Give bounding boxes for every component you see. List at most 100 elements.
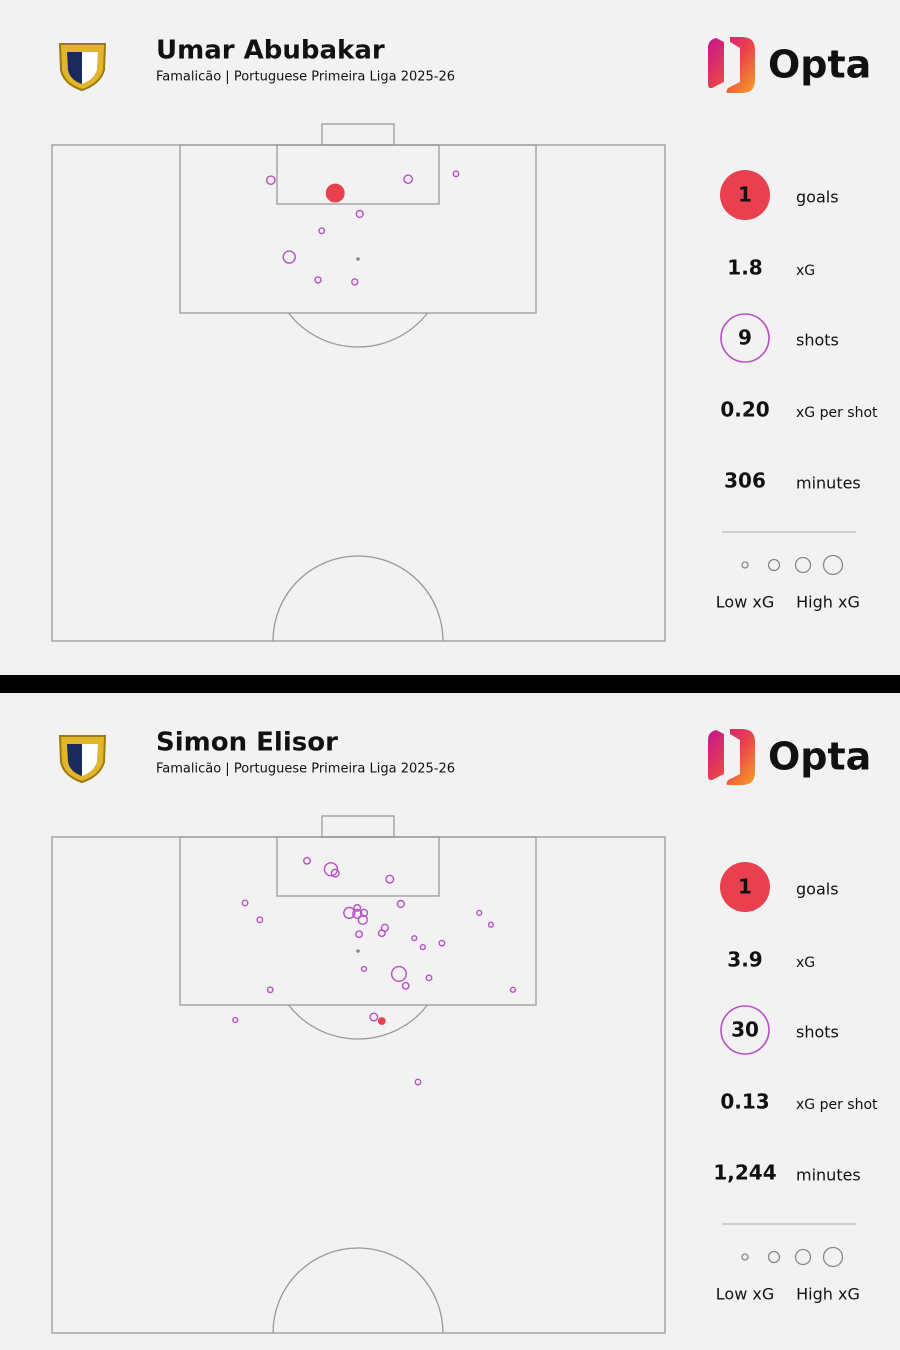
- shot: [266, 986, 274, 994]
- stat-label: xG per shot: [796, 405, 878, 421]
- stat-label: xG per shot: [796, 1097, 878, 1113]
- shot: [411, 935, 418, 942]
- brand-logo: [708, 729, 755, 785]
- legend-size: [767, 1250, 781, 1264]
- shot: [377, 929, 386, 938]
- penalty-arc: [287, 1004, 429, 1040]
- shot: [241, 899, 249, 907]
- club-crest-white: [82, 52, 98, 84]
- shot: [343, 906, 356, 920]
- club-crest-white: [82, 744, 98, 776]
- stat-value: 306: [724, 469, 766, 493]
- shot: [352, 908, 363, 920]
- shot: [396, 899, 405, 909]
- shot: [452, 170, 460, 178]
- shot: [438, 939, 446, 947]
- shot: [256, 916, 264, 924]
- shot: [355, 930, 364, 939]
- shot: [414, 1078, 422, 1086]
- penalty-box: [179, 144, 537, 314]
- stat-value: 1: [738, 875, 752, 899]
- shot: [323, 862, 339, 877]
- stat-value: 0.13: [720, 1090, 769, 1114]
- divider-bar: [0, 675, 900, 693]
- goals-badge: [720, 862, 770, 912]
- stat-value: 0.20: [720, 398, 769, 422]
- shot: [314, 276, 322, 284]
- shot: [487, 921, 495, 928]
- legend-low: Low xG: [716, 1285, 774, 1304]
- stat-value: 1.8: [727, 256, 762, 280]
- legend-size: [741, 561, 749, 569]
- shot: [476, 909, 483, 917]
- legend-size: [741, 1253, 749, 1261]
- brand-logo: [708, 37, 755, 93]
- legend-high: High xG: [796, 593, 860, 612]
- legend-low: Low xG: [716, 593, 774, 612]
- legend-size: [794, 556, 812, 574]
- six-yard-box: [276, 836, 440, 897]
- subtitle: Famalicão | Portuguese Primeira Liga 202…: [156, 762, 455, 777]
- shot: [401, 981, 410, 990]
- legend-size: [794, 1248, 812, 1266]
- goal-shot: [325, 183, 345, 203]
- centre-circle: [272, 555, 444, 642]
- goal: [321, 123, 395, 146]
- goal: [321, 815, 395, 838]
- goal-shot: [377, 1017, 386, 1025]
- shot: [351, 278, 359, 286]
- stat-value: 1: [738, 183, 752, 207]
- shot: [403, 174, 414, 185]
- shot: [369, 1012, 379, 1022]
- shot: [353, 903, 362, 912]
- stat-label: minutes: [796, 1166, 861, 1185]
- shot: [330, 868, 340, 878]
- legend-size: [822, 554, 844, 576]
- stat-value: 9: [738, 326, 752, 350]
- stat-label: minutes: [796, 474, 861, 493]
- shot: [232, 1016, 239, 1024]
- subtitle: Famalicão | Portuguese Primeira Liga 202…: [156, 70, 455, 85]
- shots-badge: [720, 313, 770, 363]
- brand-name: Opta: [768, 735, 871, 779]
- penalty-spot: [356, 257, 360, 261]
- penalty-spot: [356, 949, 360, 953]
- shot: [355, 209, 364, 219]
- stat-value: 3.9: [727, 948, 762, 972]
- stat-label: xG: [796, 263, 815, 279]
- shot: [318, 227, 326, 235]
- centre-circle: [272, 1247, 444, 1334]
- stat-label: shots: [796, 331, 839, 350]
- penalty-arc: [287, 312, 429, 348]
- legend-high: High xG: [796, 1285, 860, 1304]
- shot: [282, 250, 296, 264]
- shot: [265, 175, 276, 186]
- stat-label: goals: [796, 188, 839, 207]
- shots-badge: [720, 1005, 770, 1055]
- shot: [303, 856, 311, 865]
- player-name: Umar Abubakar: [156, 36, 385, 66]
- shot: [419, 943, 426, 951]
- shot: [357, 914, 368, 925]
- stat-label: xG: [796, 955, 815, 971]
- stat-label: goals: [796, 880, 839, 899]
- shot: [359, 908, 369, 918]
- stat-value: 30: [731, 1018, 759, 1042]
- shot: [390, 965, 407, 982]
- player-name: Simon Elisor: [156, 728, 338, 758]
- legend-size: [822, 1246, 844, 1268]
- stat-label: shots: [796, 1023, 839, 1042]
- shot: [360, 965, 368, 973]
- shot: [385, 874, 395, 884]
- goals-badge: [720, 170, 770, 220]
- stat-value: 1,244: [713, 1161, 776, 1185]
- pitch-outline: [51, 144, 666, 642]
- shot: [509, 986, 517, 993]
- six-yard-box: [276, 144, 440, 205]
- panel: Umar Abubakar Famalicão | Portuguese Prim…: [51, 36, 878, 642]
- legend-size: [767, 558, 781, 572]
- panel: Simon Elisor Famalicão | Portuguese Prime…: [51, 728, 878, 1334]
- shot: [425, 974, 433, 982]
- brand-name: Opta: [768, 43, 871, 87]
